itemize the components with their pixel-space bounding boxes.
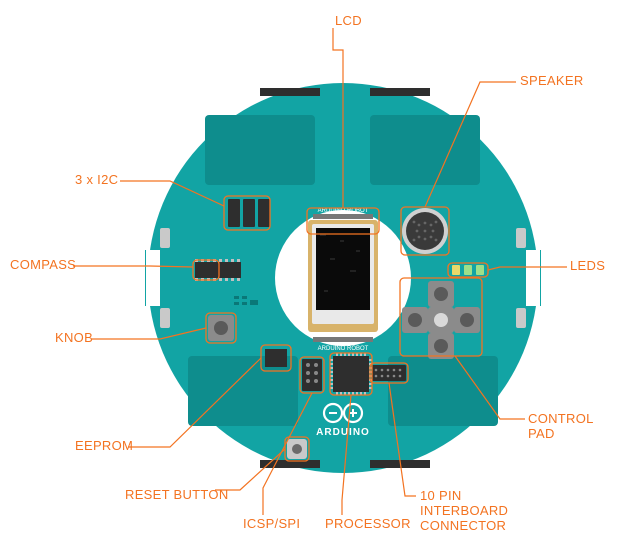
leader-compass xyxy=(73,266,193,267)
knob xyxy=(208,315,234,341)
label-lcd: LCD xyxy=(335,13,362,28)
reset-button xyxy=(287,439,307,459)
label-processor: PROCESSOR xyxy=(325,516,411,531)
dpad-right xyxy=(454,307,480,333)
label-eeprom: EEPROM xyxy=(75,438,133,453)
label-i2c: 3 x I2C xyxy=(75,172,118,187)
lcd-module xyxy=(308,220,378,332)
eeprom-ic xyxy=(265,349,287,367)
label-speaker: SPEAKER xyxy=(520,73,584,88)
arduino-robot-board-diagram: ARDUINO ROBOT ARDUINO ROBOT xyxy=(0,0,633,551)
dpad-center xyxy=(428,307,454,333)
dpad-left xyxy=(402,307,428,333)
compass-ic xyxy=(195,259,241,281)
processor-ic xyxy=(330,353,372,395)
label-leds: LEDS xyxy=(570,258,605,273)
label-compass: COMPASS xyxy=(10,257,76,272)
silk-bottom-text: ARDUINO ROBOT xyxy=(318,346,369,352)
dpad-down xyxy=(428,333,454,359)
label-reset: RESET BUTTON xyxy=(125,487,229,502)
label-icsp: ICSP/SPI xyxy=(243,516,300,531)
proto-area-top-left xyxy=(205,115,315,185)
leds-row xyxy=(452,265,484,275)
proto-area-top-right xyxy=(370,115,480,185)
icsp-header xyxy=(302,359,322,391)
speaker xyxy=(402,208,448,254)
dpad-up xyxy=(428,281,454,307)
silk-top-text: ARDUINO ROBOT xyxy=(318,208,369,214)
i2c-headers xyxy=(228,199,270,227)
label-controlpad: CONTROLPAD xyxy=(528,411,594,441)
interboard-connector xyxy=(372,365,406,381)
label-knob: KNOB xyxy=(55,330,93,345)
label-interboard: 10 PININTERBOARDCONNECTOR xyxy=(420,488,508,533)
arduino-logo-text: ARDUINO xyxy=(316,427,370,438)
